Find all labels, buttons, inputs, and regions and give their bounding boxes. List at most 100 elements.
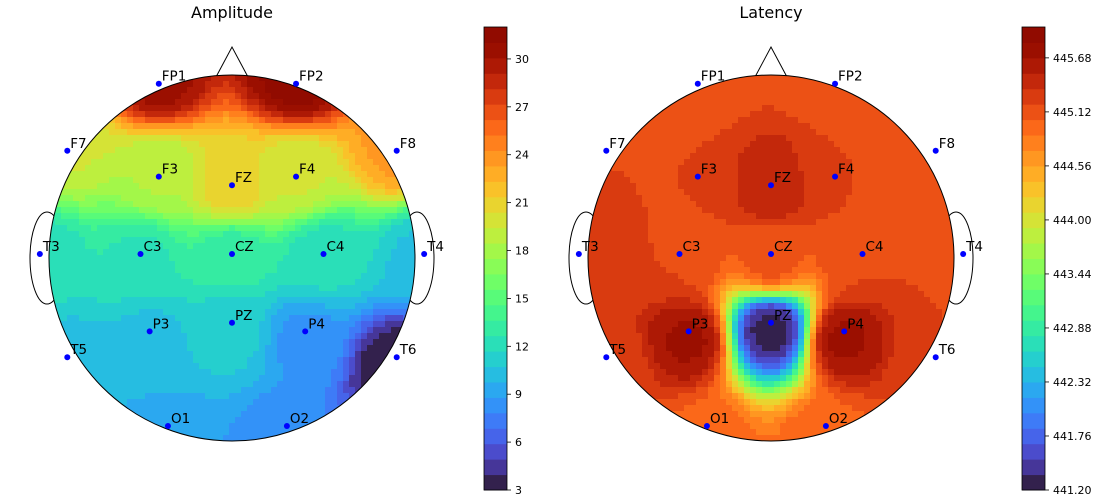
colorbar-tick-label: 30: [515, 53, 529, 66]
electrode-label-f3: F3: [701, 162, 717, 178]
electrode-t3: [575, 251, 582, 257]
electrode-label-p4: P4: [847, 316, 864, 332]
colorbar-frame: [483, 26, 508, 491]
electrode-o2: [822, 423, 829, 430]
electrode-f3: [155, 173, 162, 180]
chart-title: Latency: [739, 3, 802, 22]
electrode-f4: [832, 173, 839, 180]
electrode-fp2: [293, 80, 300, 87]
topomap-panel-2: Latency FP1 FP2 F7 F3 FZ F4 F8 T3 C3 CZ C4 T4 T5 P3 PZ P…: [568, 3, 983, 442]
colorbar-tick-label: 3: [515, 484, 522, 497]
electrode-label-p3: P3: [692, 316, 709, 332]
colorbar-tick-label: 444.56: [1053, 160, 1092, 173]
electrode-f8: [393, 147, 400, 154]
head-outline: [48, 74, 416, 442]
colorbar-tick-label: 442.88: [1053, 322, 1092, 335]
electrode-label-f4: F4: [299, 162, 315, 178]
electrode-label-o1: O1: [171, 411, 190, 427]
electrode-label-t4: T4: [426, 239, 444, 255]
colorbar-tick-label: 6: [515, 436, 522, 449]
electrode-label-cz: CZ: [774, 239, 793, 255]
electrode-label-t6: T6: [399, 342, 417, 358]
colorbar-2: 441.20 441.76 442.32 442.88 443.44 444.00 444.…: [1021, 26, 1092, 497]
interpolated-field: [588, 75, 954, 441]
electrode-label-o2: O2: [829, 411, 848, 427]
electrode-c3: [676, 251, 683, 257]
colorbar-tick-label: 445.12: [1053, 106, 1092, 119]
electrode-fz: [229, 182, 235, 189]
head-outline: [587, 74, 955, 442]
electrode-label-f7: F7: [609, 136, 625, 152]
electrode-label-p3: P3: [153, 316, 170, 332]
electrode-c4: [859, 251, 866, 257]
electrode-t4: [421, 251, 428, 257]
electrode-pz: [768, 319, 774, 326]
electrode-label-o1: O1: [710, 411, 729, 427]
electrode-label-fz: FZ: [235, 170, 252, 186]
electrode-p4: [841, 328, 848, 335]
electrode-f3: [694, 173, 701, 180]
nose: [754, 45, 788, 78]
electrode-t6: [393, 354, 400, 361]
electrode-f4: [293, 173, 300, 180]
colorbar-tick-label: 24: [515, 149, 529, 162]
electrode-label-c4: C4: [327, 239, 345, 255]
colorbar-tick-label: 9: [515, 388, 522, 401]
electrode-o2: [283, 423, 290, 430]
electrode-label-f3: F3: [162, 162, 178, 178]
electrode-f7: [603, 147, 610, 154]
chart-title: Amplitude: [191, 3, 273, 22]
electrode-label-f8: F8: [400, 136, 416, 152]
electrode-label-p4: P4: [308, 316, 325, 332]
electrode-label-t6: T6: [938, 342, 956, 358]
electrode-label-fp1: FP1: [162, 69, 187, 85]
electrode-p4: [302, 328, 309, 335]
electrode-label-cz: CZ: [235, 239, 254, 255]
electrode-label-pz: PZ: [774, 308, 791, 324]
electrode-label-o2: O2: [290, 411, 309, 427]
electrode-c4: [320, 251, 327, 257]
colorbar-tick-label: 445.68: [1053, 52, 1092, 65]
electrode-o1: [164, 423, 171, 430]
electrode-pz: [229, 319, 235, 326]
electrode-label-fp1: FP1: [701, 69, 726, 85]
colorbar-tick-label: 441.76: [1053, 430, 1092, 443]
electrode-f7: [64, 147, 71, 154]
electrode-t5: [603, 354, 610, 361]
electrode-t3: [36, 251, 43, 257]
electrode-o1: [703, 423, 710, 430]
electrode-label-fz: FZ: [774, 170, 791, 186]
electrode-label-t4: T4: [965, 239, 983, 255]
colorbar-tick-label: 18: [515, 245, 529, 258]
electrode-label-fp2: FP2: [299, 69, 324, 85]
electrode-label-t3: T3: [581, 239, 599, 255]
electrode-label-f8: F8: [939, 136, 955, 152]
colorbar-tick-label: 15: [515, 292, 529, 305]
topomap-panel-1: Amplitude FP1 FP2 F7 F3 FZ F4 F8 T3 C3 CZ C4 T4 T5 P3 P…: [29, 3, 444, 442]
electrode-p3: [685, 328, 692, 335]
electrode-fp1: [155, 80, 162, 87]
colorbar-1: 3 6 9 12 15 18 21 24 27 30: [483, 26, 529, 497]
electrode-f8: [932, 147, 939, 154]
electrode-fz: [768, 182, 774, 189]
electrode-c3: [137, 251, 144, 257]
electrode-label-t3: T3: [42, 239, 60, 255]
electrode-label-c4: C4: [866, 239, 884, 255]
electrode-fp1: [694, 80, 701, 87]
colorbar-tick-label: 443.44: [1053, 268, 1092, 281]
colorbar-tick-label: 21: [515, 197, 529, 210]
electrode-p3: [146, 328, 153, 335]
interpolated-field: [49, 75, 415, 441]
electrode-t6: [932, 354, 939, 361]
electrode-label-f7: F7: [70, 136, 86, 152]
electrode-cz: [768, 251, 774, 257]
electrode-cz: [229, 251, 235, 257]
colorbar-tick-label: 444.00: [1053, 214, 1092, 227]
colorbar-tick-label: 441.20: [1053, 484, 1092, 497]
electrode-label-pz: PZ: [235, 308, 252, 324]
electrode-t5: [64, 354, 71, 361]
electrode-label-f4: F4: [838, 162, 854, 178]
electrode-label-t5: T5: [69, 342, 87, 358]
electrode-fp2: [832, 80, 839, 87]
